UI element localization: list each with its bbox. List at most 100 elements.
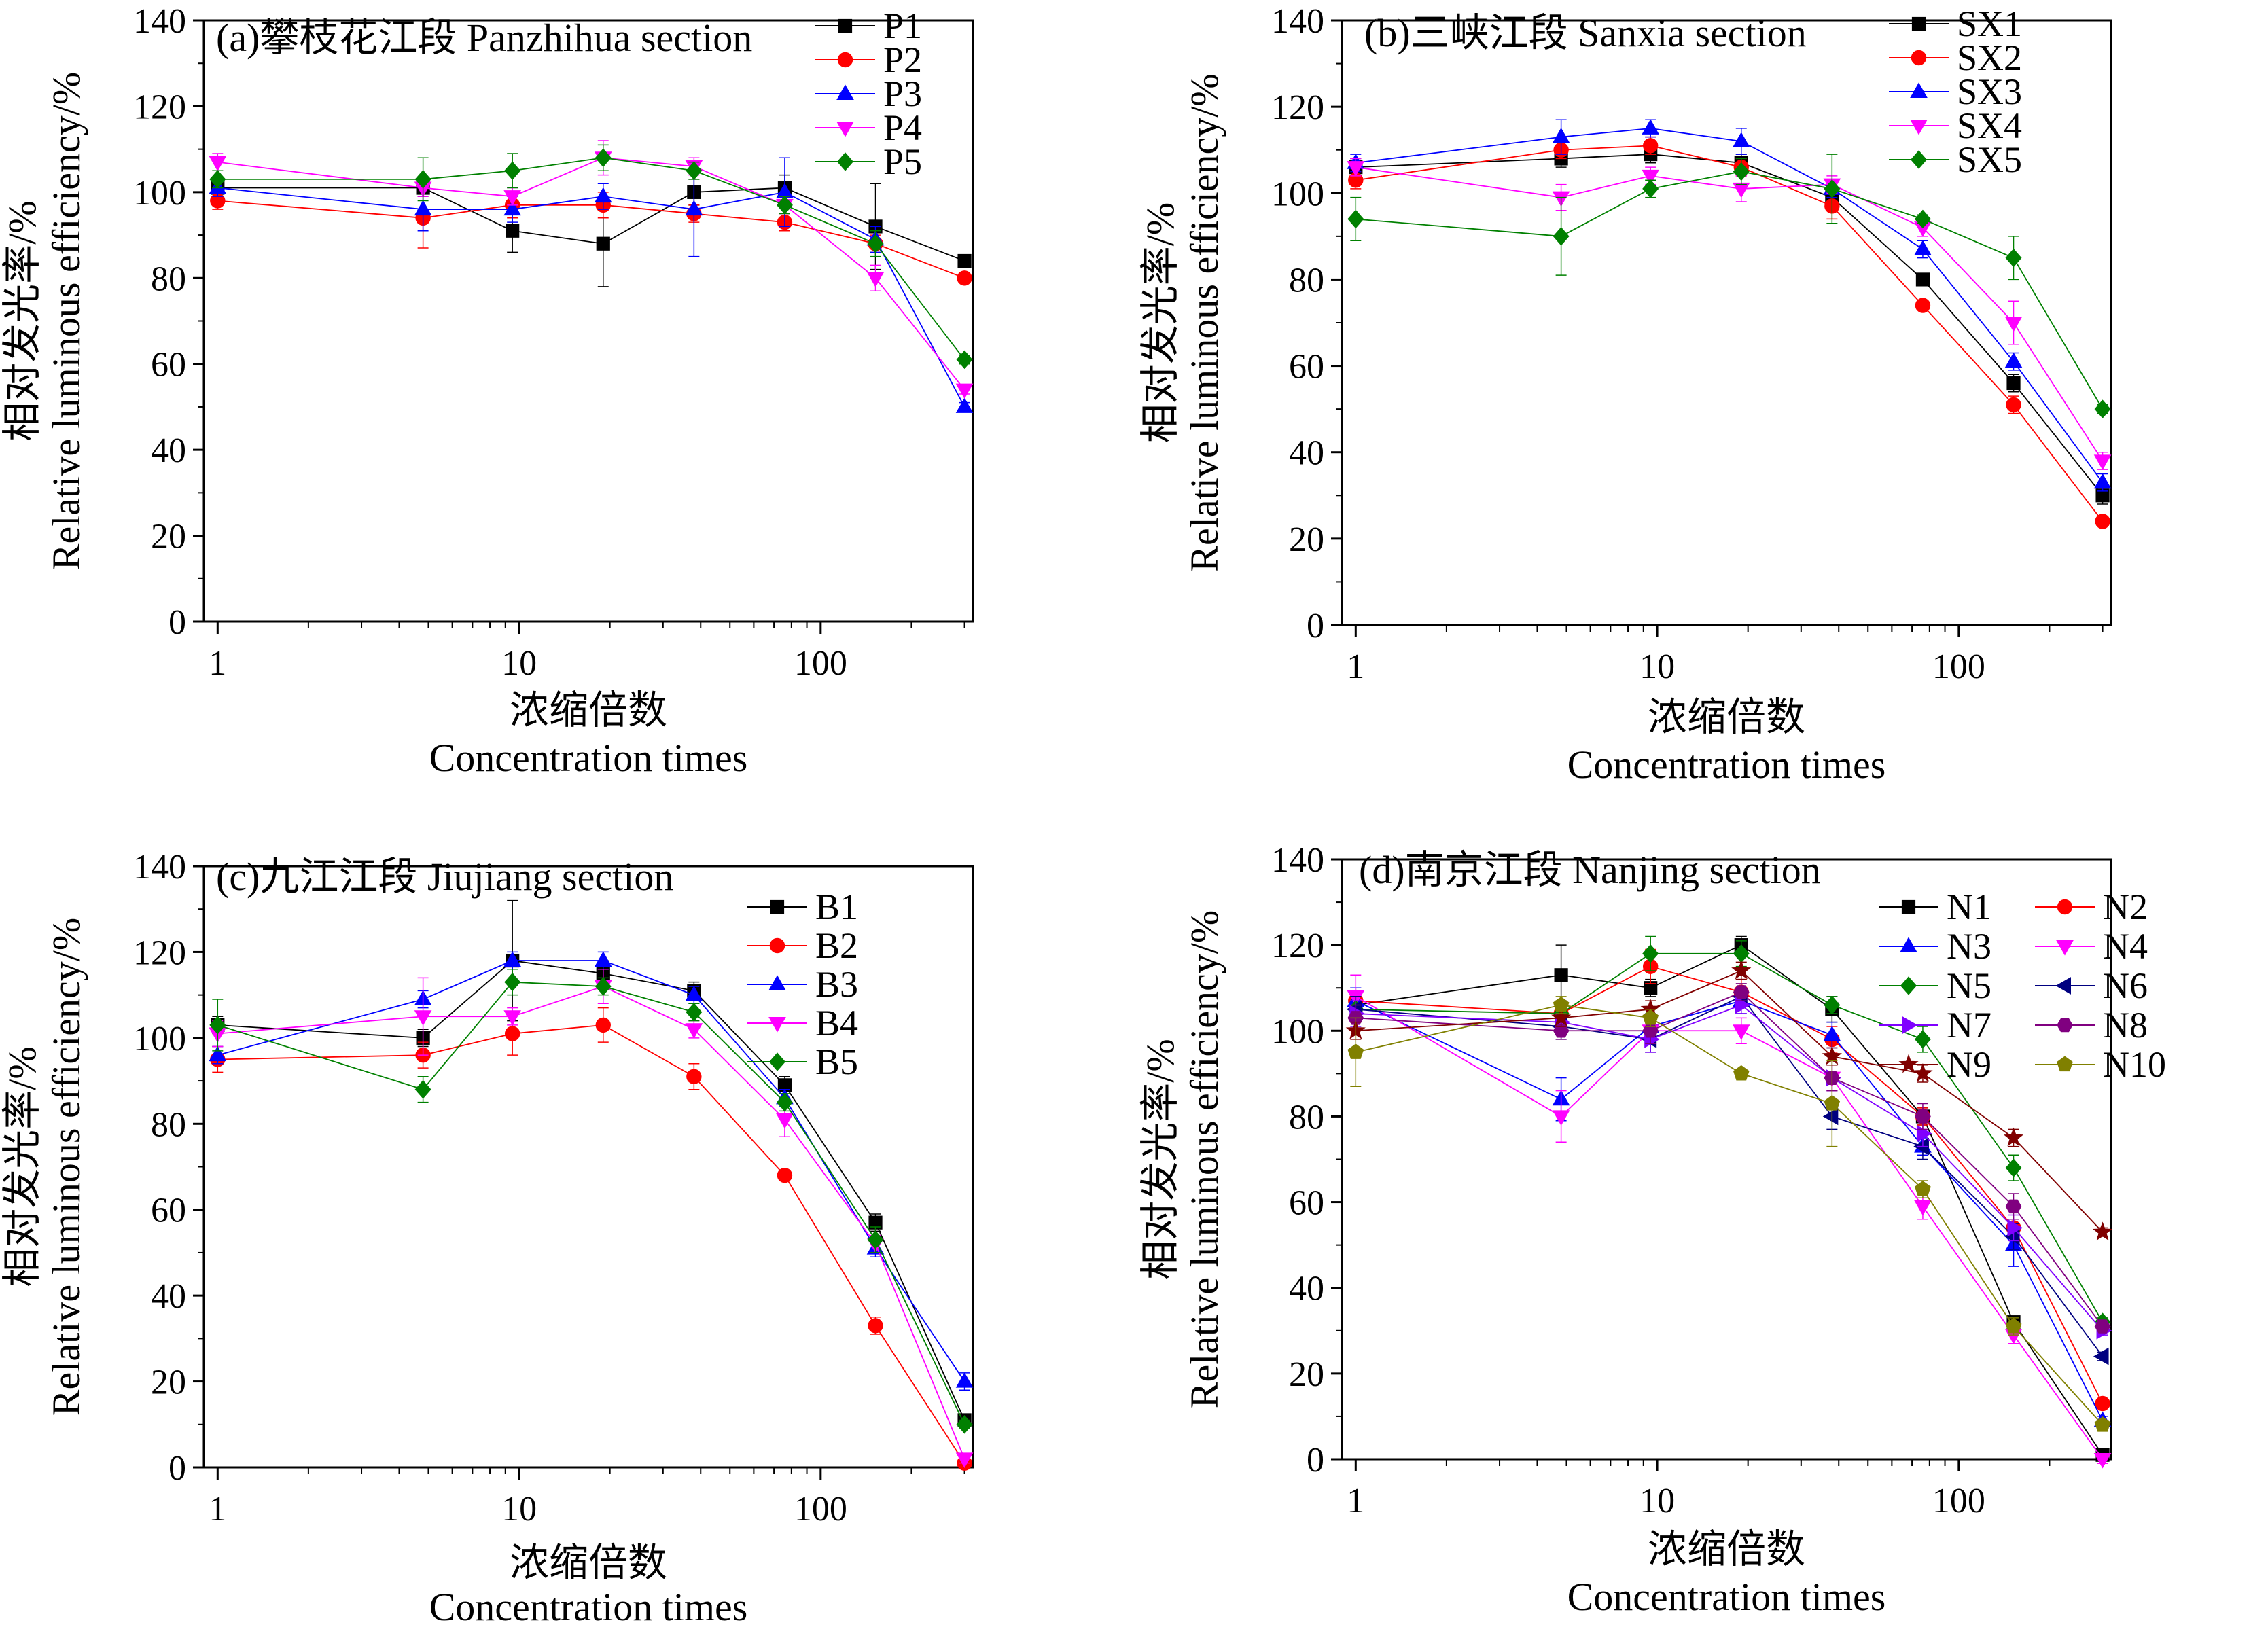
legend-label: N8 (2103, 1005, 2148, 1045)
data-point (776, 1092, 793, 1112)
y-tick-label: 120 (133, 933, 186, 972)
y-tick-label: 140 (133, 2, 186, 41)
data-point (955, 1452, 974, 1468)
data-point (1732, 132, 1750, 147)
chart-title: (b)三峡江段 Sanxia section (1364, 11, 1807, 55)
legend-label: N6 (2103, 965, 2148, 1006)
legend-marker (1901, 899, 1916, 914)
data-point (957, 253, 972, 268)
data-point (2006, 376, 2021, 391)
y-tick-label: 100 (133, 1020, 186, 1058)
series-line (1355, 996, 2104, 1460)
y-tick-label: 20 (151, 1363, 186, 1402)
legend-item-B2: B2 (747, 925, 858, 966)
legend-item-SX2: SX2 (1889, 37, 2022, 78)
legend-marker (836, 84, 854, 100)
series-line (1356, 944, 2104, 1456)
data-point (414, 1079, 431, 1099)
series-line (217, 187, 965, 262)
y-axis: 0 20 40 60 80 100 120 140 (1271, 841, 1342, 1480)
data-point (1915, 1181, 1931, 1196)
x-axis-label-cn: 浓缩倍数 (510, 1541, 667, 1585)
data-point (686, 1003, 703, 1022)
x-tick-label: 1 (1347, 647, 1364, 686)
legend-item-N5: N5 (1879, 965, 1991, 1006)
data-point (866, 272, 885, 287)
legend-item-N10: N10 (2035, 1044, 2166, 1085)
legend-item-P3: P3 (815, 73, 922, 114)
data-point (209, 170, 226, 189)
data-point (1733, 985, 1750, 999)
y-tick-label: 60 (151, 346, 186, 385)
legend-item-N8: N8 (2035, 1005, 2148, 1045)
legend-item-P4: P4 (815, 107, 922, 148)
data-point (1824, 179, 1841, 198)
legend-marker (1911, 16, 1926, 31)
y-axis-label-cn: 相对发光率/% (0, 1046, 44, 1287)
x-tick-label: 1 (209, 1490, 226, 1528)
legend-marker (769, 1052, 785, 1071)
data-point (209, 1016, 226, 1035)
y-tick-label: 40 (151, 1277, 186, 1316)
series-line (1356, 952, 2104, 1323)
series-B2 (210, 1007, 972, 1471)
y-axis-label-cn: 相对发光率/% (1138, 1039, 1182, 1279)
x-tick-label: 10 (501, 644, 537, 683)
series-N7 (1349, 996, 2112, 1340)
series-N9 (1345, 960, 2113, 1241)
chart-title: (a)攀枝花江段 Panzhihua section (216, 16, 752, 60)
data-point (1642, 944, 1659, 963)
data-point (867, 1230, 884, 1249)
series-line (217, 981, 965, 1425)
legend-label: N9 (1947, 1044, 1991, 1085)
data-point (867, 234, 884, 253)
data-point (2005, 1199, 2022, 1214)
data-point (956, 1414, 973, 1434)
legend-marker (770, 899, 785, 914)
data-point (1732, 182, 1750, 198)
legend-label: B2 (815, 925, 858, 966)
data-point (686, 161, 703, 181)
data-point (1347, 1043, 1364, 1059)
legend-item-N1: N1 (1879, 887, 1991, 927)
data-point (955, 397, 974, 413)
legend-label: N4 (2103, 926, 2148, 967)
y-tick-label: 60 (1289, 348, 1324, 387)
series-N4 (1347, 974, 2112, 1469)
legend-marker (1900, 976, 1917, 995)
series-line (1356, 1004, 2104, 1426)
y-tick-label: 40 (1289, 434, 1324, 473)
legend-marker (1911, 150, 1927, 169)
legend-item-SX4: SX4 (1889, 105, 2022, 146)
data-point (1914, 240, 1932, 255)
data-point (2004, 317, 2023, 332)
legend-item-B4: B4 (747, 1003, 858, 1043)
legend-label: P3 (883, 73, 922, 114)
data-point (504, 161, 521, 181)
series-line (1356, 128, 2104, 483)
data-point (1551, 1007, 1572, 1026)
x-axis-label-en: Concentration times (1567, 1575, 1886, 1619)
data-point (2093, 1347, 2109, 1365)
series-N10 (1347, 996, 2111, 1432)
data-point (1915, 1109, 1931, 1124)
data-point (868, 1318, 883, 1334)
data-point (1642, 119, 1660, 135)
chart-panel-b: 0 20 40 60 80 100 120 140 1 10 100 (b)三峡江段 Sanxia s… (1138, 2, 2112, 787)
legend-label: B4 (815, 1003, 858, 1043)
data-point (1915, 272, 1930, 287)
series-line (217, 157, 965, 360)
legend-label: SX5 (1957, 139, 2022, 180)
legend-marker (2057, 1018, 2073, 1033)
legend-marker (837, 152, 853, 171)
chart-panel-a: 0 20 40 60 80 100 120 140 1 10 100 (a)攀枝花江段 Panzhih… (0, 2, 974, 780)
data-point (2004, 352, 2023, 368)
x-tick-label: 10 (501, 1490, 537, 1528)
data-point (2005, 1318, 2022, 1334)
chart-title: (c)九江江段 Jiujiang section (216, 855, 673, 899)
data-point (2003, 1127, 2024, 1147)
data-point (1915, 298, 1931, 313)
data-point (1914, 1200, 1932, 1216)
